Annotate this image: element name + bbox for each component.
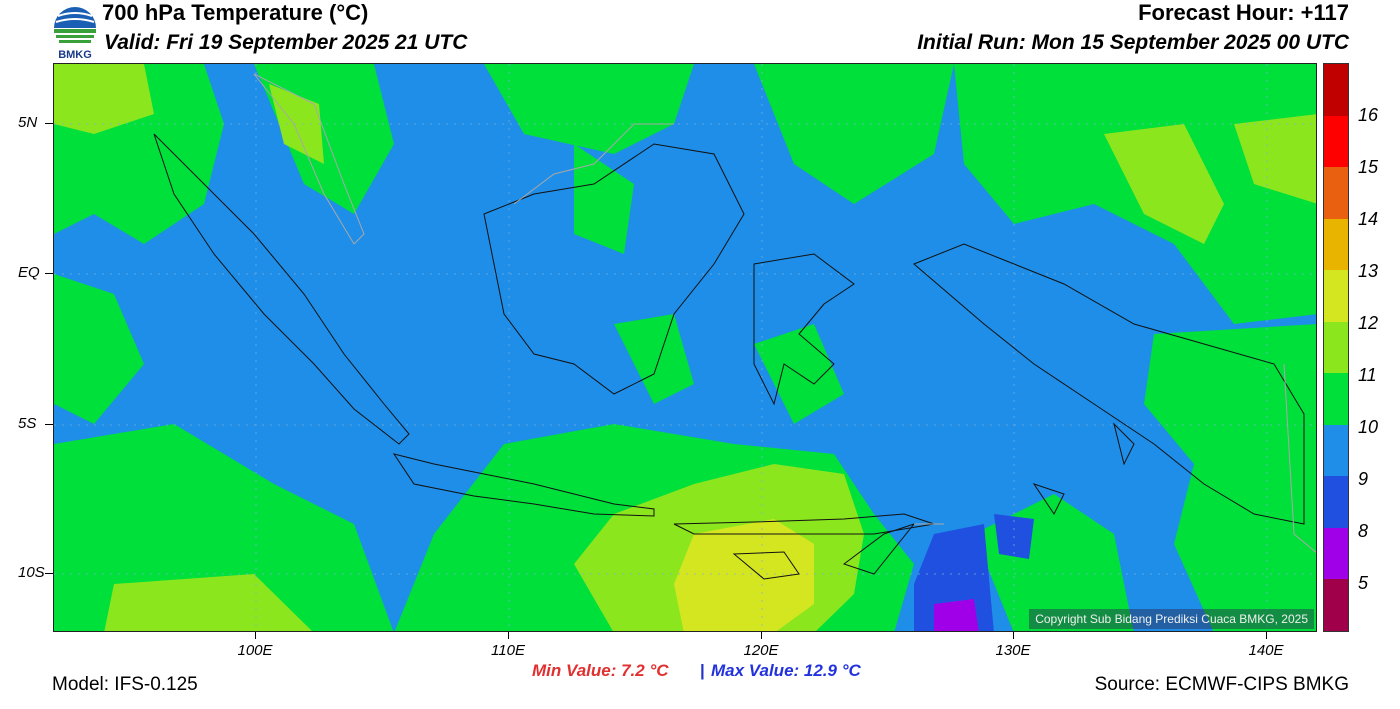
lon-label-120e: 120E (743, 642, 779, 659)
max-value: Max Value: 12.9 °C (711, 661, 861, 680)
lon-tick (761, 632, 762, 639)
copyright-note: Copyright Sub Bidang Prediksi Cuaca BMKG… (1029, 609, 1314, 629)
lon-label-110e: 110E (491, 642, 525, 659)
colorbar-label: 9 (1358, 469, 1369, 489)
lon-tick (1013, 632, 1014, 639)
colorbar-segment (1324, 424, 1348, 477)
forecast-hour: Forecast Hour: +117 (1138, 0, 1349, 25)
colorbar-label: 12 (1358, 313, 1379, 333)
lat-tick (45, 273, 53, 274)
lon-label-100e: 100E (237, 642, 273, 659)
lat-label-5n: 5N (18, 114, 38, 131)
colorbar-label: 15 (1358, 157, 1379, 177)
lon-label-140e: 140E (1248, 642, 1284, 659)
chart-title: 700 hPa Temperature (°C) (102, 0, 369, 25)
value-separator: | (700, 661, 705, 680)
colorbar-segment (1324, 167, 1348, 219)
colorbar-segment (1324, 115, 1348, 168)
model-info: Model: IFS-0.125 (52, 674, 198, 695)
map-field (54, 64, 1316, 631)
colorbar-segment (1324, 527, 1348, 580)
lon-tick (1266, 632, 1267, 639)
colorbar-label: 5 (1358, 573, 1369, 593)
colorbar-segment (1324, 64, 1348, 116)
colorbar-segment (1324, 321, 1348, 374)
lon-label-130e: 130E (995, 642, 1031, 659)
colorbar-label: 13 (1358, 261, 1379, 281)
colorbar-label: 8 (1358, 521, 1369, 541)
lat-label-10s: 10S (18, 564, 45, 581)
colorbar-segment (1324, 218, 1348, 271)
bmkg-logo-icon: BMKG (54, 7, 96, 61)
lat-tick (45, 424, 53, 425)
colorbar-label: 10 (1358, 417, 1379, 437)
lat-tick (45, 123, 53, 124)
colorbar-segment (1324, 476, 1348, 528)
lon-tick (255, 632, 256, 639)
bmkg-logo: BMKG (50, 2, 100, 61)
lon-tick (508, 632, 509, 639)
temperature-map[interactable]: Copyright Sub Bidang Prediksi Cuaca BMKG… (53, 63, 1317, 632)
colorbar-segment (1324, 579, 1348, 631)
colorbar-label: 16 (1358, 105, 1379, 125)
colorbar (1323, 63, 1349, 632)
logo-text: BMKG (58, 49, 92, 60)
lat-label-5s: 5S (18, 415, 37, 432)
initial-run: Initial Run: Mon 15 September 2025 00 UT… (917, 31, 1349, 54)
lat-label-eq: EQ (18, 264, 40, 281)
source-info: Source: ECMWF-CIPS BMKG (1094, 674, 1349, 695)
colorbar-label: 11 (1358, 365, 1377, 385)
lat-tick (45, 573, 53, 574)
colorbar-label: 14 (1358, 209, 1379, 229)
min-value: Min Value: 7.2 °C (532, 661, 669, 680)
colorbar-segment (1324, 373, 1348, 425)
colorbar-segment (1324, 270, 1348, 322)
valid-time: Valid: Fri 19 September 2025 21 UTC (104, 31, 468, 54)
